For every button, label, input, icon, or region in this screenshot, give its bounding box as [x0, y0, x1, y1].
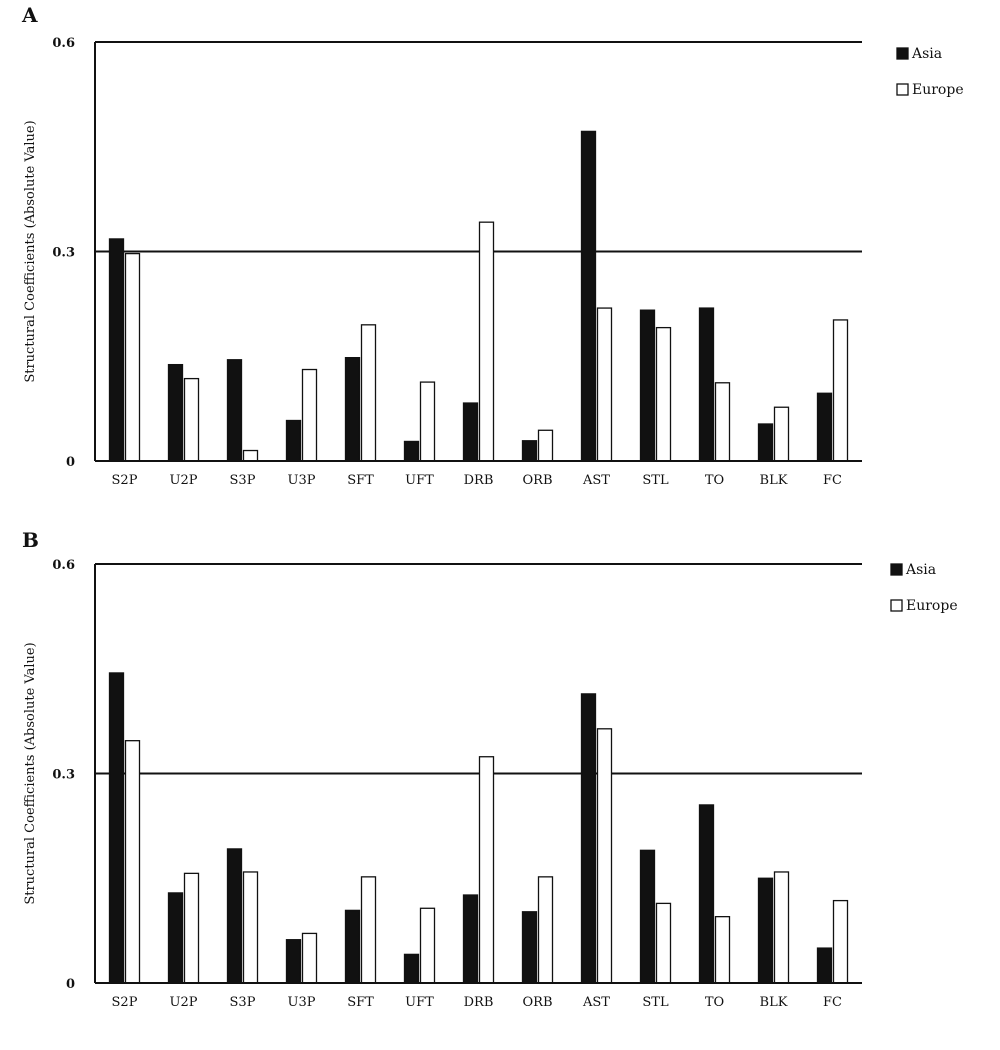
x-tick-label: U2P — [170, 473, 198, 488]
x-tick-label: TO — [705, 995, 724, 1010]
x-tick-label: S3P — [230, 995, 256, 1010]
bar-europe-sft — [360, 876, 377, 984]
x-tick-label: TO — [705, 473, 724, 488]
legend-swatch-europe — [896, 83, 909, 96]
bar-asia-s3p — [226, 848, 243, 984]
bar-europe-fc — [832, 899, 849, 984]
bar-asia-ast — [580, 130, 597, 462]
bar-europe-s3p — [242, 871, 259, 984]
x-tick-label: AST — [582, 995, 610, 1010]
bar-asia-blk — [757, 877, 774, 984]
bar-europe-u2p — [183, 872, 200, 984]
x-tick-label: S2P — [112, 473, 138, 488]
bar-europe-fc — [832, 319, 849, 462]
y-tick-label: 0 — [66, 977, 75, 992]
bar-europe-stl — [655, 326, 672, 462]
bar-asia-to — [698, 307, 715, 462]
y-tick-label: 0.6 — [52, 36, 75, 51]
x-tick-label: S3P — [230, 473, 256, 488]
x-tick-label: ORB — [523, 473, 553, 488]
x-tick-label: BLK — [760, 995, 788, 1010]
legend-swatch-asia — [890, 563, 903, 576]
x-tick-label: SFT — [347, 473, 374, 488]
bar-asia-drb — [462, 894, 479, 984]
legend-label-europe: Europe — [906, 598, 958, 614]
bar-asia-orb — [521, 911, 538, 984]
bar-asia-u3p — [285, 419, 302, 462]
bar-europe-u3p — [301, 932, 318, 984]
bar-europe-drb — [478, 756, 495, 984]
bar-asia-stl — [639, 849, 656, 984]
y-axis-label: Structural Coefficients (Absolute Value) — [23, 120, 38, 382]
x-tick-label: BLK — [760, 473, 788, 488]
bar-europe-ast — [596, 307, 613, 462]
bar-europe-blk — [773, 406, 790, 462]
panel-label: A — [21, 3, 38, 27]
x-tick-label: UFT — [405, 995, 434, 1010]
bar-europe-s2p — [124, 740, 141, 984]
x-tick-label: SFT — [347, 995, 374, 1010]
bar-asia-sft — [344, 356, 361, 462]
bar-europe-stl — [655, 902, 672, 984]
x-tick-label: AST — [582, 473, 610, 488]
legend-label-asia: Asia — [905, 562, 936, 578]
bar-europe-sft — [360, 324, 377, 462]
bar-europe-s2p — [124, 252, 141, 462]
bar-asia-ast — [580, 693, 597, 984]
bar-asia-u2p — [167, 363, 184, 462]
bar-europe-uft — [419, 381, 436, 462]
panel-label: B — [22, 528, 39, 552]
x-tick-label: STL — [642, 473, 669, 488]
x-tick-label: FC — [823, 473, 842, 488]
x-tick-label: U3P — [288, 995, 316, 1010]
bar-asia-blk — [757, 423, 774, 462]
bar-asia-uft — [403, 440, 420, 462]
y-tick-label: 0 — [66, 455, 75, 470]
bar-europe-u2p — [183, 377, 200, 462]
bar-asia-s2p — [108, 672, 125, 984]
chart-panel-b: B 0 0.3 0.6 S2P U2P S3P U3P SFT UFT DRB ORB AST STL TO… — [22, 528, 958, 1010]
bar-europe-uft — [419, 907, 436, 984]
bar-asia-sft — [344, 909, 361, 984]
bar-europe-orb — [537, 876, 554, 984]
x-tick-label: U3P — [288, 473, 316, 488]
bar-europe-blk — [773, 871, 790, 984]
y-tick-label: 0.3 — [52, 768, 75, 783]
legend-label-europe: Europe — [912, 82, 964, 98]
legend-swatch-europe — [890, 599, 903, 612]
bar-europe-drb — [478, 221, 495, 462]
bar-asia-fc — [816, 392, 833, 462]
bar-europe-ast — [596, 728, 613, 984]
x-tick-label: FC — [823, 995, 842, 1010]
bar-asia-uft — [403, 953, 420, 984]
x-tick-label: ORB — [523, 995, 553, 1010]
x-tick-label: U2P — [170, 995, 198, 1010]
bar-asia-s2p — [108, 238, 125, 462]
x-tick-label: S2P — [112, 995, 138, 1010]
bar-asia-u2p — [167, 892, 184, 984]
bar-asia-stl — [639, 309, 656, 462]
x-tick-label: DRB — [464, 473, 494, 488]
y-axis-label: Structural Coefficients (Absolute Value) — [23, 642, 38, 904]
x-tick-label: DRB — [464, 995, 494, 1010]
bar-europe-to — [714, 916, 731, 984]
bar-europe-to — [714, 382, 731, 462]
x-tick-label: UFT — [405, 473, 434, 488]
bar-europe-u3p — [301, 368, 318, 462]
chart-panel-a: A 0 0.3 0.6 S2P U2P S3P U3P SFT UFT DRB ORB AST STL TO… — [21, 3, 964, 488]
bar-asia-fc — [816, 947, 833, 984]
bar-europe-s3p — [242, 449, 259, 462]
bar-asia-s3p — [226, 359, 243, 462]
bar-asia-u3p — [285, 939, 302, 984]
bar-asia-drb — [462, 402, 479, 462]
y-tick-label: 0.3 — [52, 246, 75, 261]
legend-label-asia: Asia — [911, 46, 942, 62]
bar-asia-to — [698, 804, 715, 984]
bar-asia-orb — [521, 440, 538, 462]
legend-swatch-asia — [896, 47, 909, 60]
bar-europe-orb — [537, 429, 554, 462]
y-tick-label: 0.6 — [52, 558, 75, 573]
x-tick-label: STL — [642, 995, 669, 1010]
